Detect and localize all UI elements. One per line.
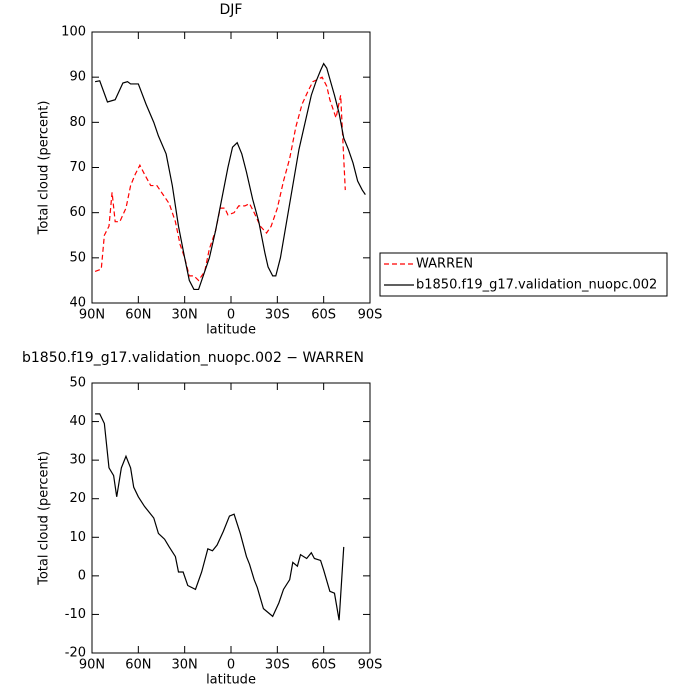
x-tick-label: 30S: [265, 308, 290, 323]
y-tick-label: 80: [69, 115, 86, 130]
series-line: [94, 62, 366, 291]
chart-title: b1850.f19_g17.validation_nuopc.002 − WAR…: [22, 350, 364, 366]
x-tick-label: 0: [227, 308, 235, 323]
x-tick-label: 30N: [172, 308, 198, 323]
x-tick-label: 90S: [358, 658, 383, 673]
legend-label: b1850.f19_g17.validation_nuopc.002: [416, 278, 657, 293]
series-line: [95, 413, 345, 621]
x-tick-label: 90N: [79, 308, 105, 323]
y-axis-label: Total cloud (percent): [37, 101, 52, 236]
x-tick-label: 60S: [311, 308, 336, 323]
x-axis-label: latitude: [206, 673, 256, 688]
x-tick-label: 90S: [358, 308, 383, 323]
x-tick-label: 30S: [265, 658, 290, 673]
y-tick-label: 40: [69, 414, 86, 429]
y-tick-label: -20: [65, 646, 86, 661]
x-tick-label: 60N: [125, 658, 151, 673]
y-tick-label: 20: [69, 491, 86, 506]
y-tick-label: 100: [61, 25, 86, 40]
y-axis-label: Total cloud (percent): [37, 451, 52, 586]
x-tick-label: 60S: [311, 658, 336, 673]
y-tick-label: 10: [69, 530, 86, 545]
x-tick-label: 90N: [79, 658, 105, 673]
series-line: [94, 76, 346, 282]
x-tick-label: 0: [227, 658, 235, 673]
x-axis-label: latitude: [206, 323, 256, 338]
y-tick-label: 50: [69, 376, 86, 391]
y-tick-label: 90: [69, 70, 86, 85]
legend-label: WARREN: [416, 257, 473, 272]
y-tick-label: 40: [69, 296, 86, 311]
y-tick-label: -10: [65, 607, 86, 622]
x-tick-label: 30N: [172, 658, 198, 673]
y-tick-label: 60: [69, 205, 86, 220]
legend-box: [379, 252, 668, 297]
y-tick-label: 70: [69, 160, 86, 175]
x-tick-label: 60N: [125, 308, 151, 323]
y-tick-label: 0: [78, 568, 86, 583]
y-tick-label: 50: [69, 250, 86, 265]
chart-title: DJF: [220, 2, 243, 18]
plot-frame: [91, 382, 371, 654]
y-tick-label: 30: [69, 453, 86, 468]
